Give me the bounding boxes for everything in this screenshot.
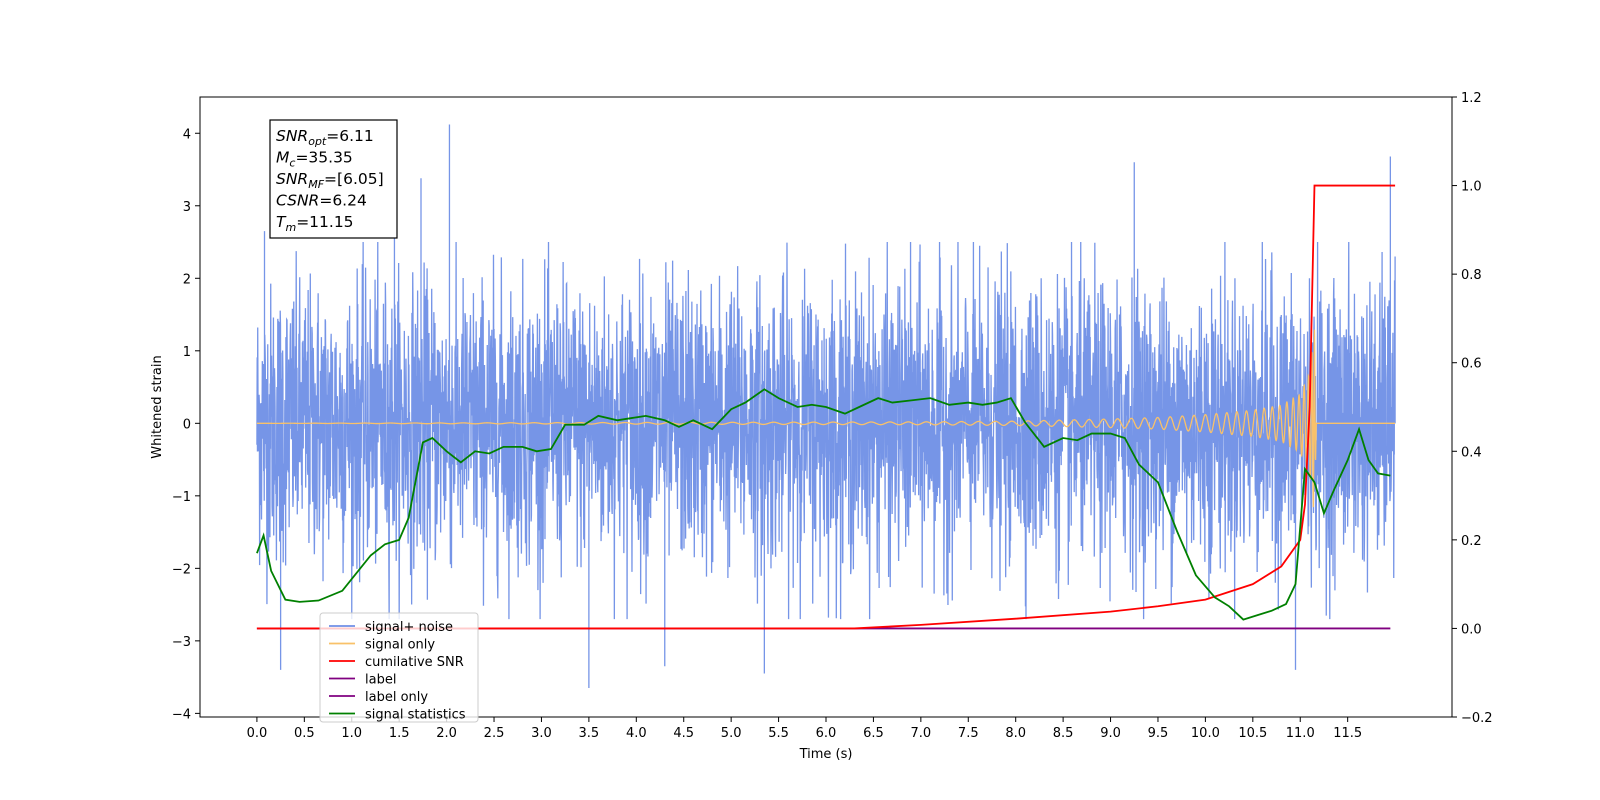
x-axis-label: Time (s) [799, 747, 853, 762]
y-left-tick-label: 2 [183, 272, 191, 287]
x-tick-label: 2.5 [484, 726, 505, 741]
x-tick-label: 1.5 [389, 726, 410, 741]
y-right-tick-label: 0.0 [1461, 622, 1482, 637]
legend-label: label only [365, 690, 428, 705]
x-tick-label: 4.0 [626, 726, 647, 741]
x-tick-label: 4.5 [673, 726, 694, 741]
x-tick-label: 0.0 [247, 726, 268, 741]
annotation-line: Tm=11.15 [276, 213, 354, 234]
annotation-line: Mc=35.35 [276, 149, 353, 170]
x-tick-label: 6.5 [863, 726, 884, 741]
signal-statistics-line [256, 388, 1391, 621]
x-tick-label: 3.0 [531, 726, 552, 741]
y-left-tick-label: −1 [172, 490, 191, 505]
legend-label: signal statistics [365, 708, 466, 723]
y-left-tick-label: −2 [172, 562, 191, 577]
y-left-tick-label: 1 [183, 345, 191, 360]
x-tick-label: 9.5 [1148, 726, 1169, 741]
y-right-tick-label: 0.8 [1461, 268, 1482, 283]
legend-label: signal+ noise [365, 620, 453, 635]
cumulative-snr-line [256, 184, 1396, 630]
y-right-tick-label: 0.2 [1461, 534, 1482, 549]
legend-frame [319, 612, 479, 723]
legend-label: cumilative SNR [365, 655, 464, 670]
y-axis-right: 1.2 1.0 0.8 0.6 0.4 0.2 0.0 −0.2 [1452, 91, 1493, 726]
y-right-tick-label: 1.2 [1461, 91, 1482, 106]
y-right-tick-label: 0.4 [1461, 445, 1482, 460]
x-axis: 0.0 0.5 1.0 1.5 2.0 2.5 3.0 3.5 4.0 4.5 5.0 5.5 6.0 6… [247, 717, 1362, 741]
series-layer [256, 124, 1396, 688]
x-tick-label: 11.0 [1286, 726, 1315, 741]
legend-label: label [365, 673, 396, 688]
x-tick-label: 8.5 [1053, 726, 1074, 741]
x-tick-label: 10.0 [1191, 726, 1220, 741]
x-tick-label: 8.0 [1005, 726, 1026, 741]
annotation-frame [269, 119, 398, 239]
annotation-line: CSNR=6.24 [276, 192, 367, 210]
x-tick-label: 5.0 [721, 726, 742, 741]
x-tick-label: 0.5 [294, 726, 315, 741]
y-right-tick-label: 1.0 [1461, 180, 1482, 195]
y-axis-label: Whitened strain [150, 355, 165, 458]
legend: signal+ noise signal only cumilative SNR la… [319, 612, 479, 723]
x-tick-label: 5.5 [768, 726, 789, 741]
legend-label: signal only [365, 638, 435, 653]
x-tick-label: 7.5 [958, 726, 979, 741]
x-tick-label: 11.5 [1333, 726, 1362, 741]
x-tick-label: 3.5 [579, 726, 600, 741]
x-tick-label: 2.0 [436, 726, 457, 741]
annotation-line: SNRMF=[6.05] [276, 170, 384, 191]
annotation-box: SNRopt=6.11Mc=35.35SNRMF=[6.05]CSNR=6.24… [269, 119, 398, 239]
y-axis-left: 4 3 2 1 0 −1 −2 −3 −4 [172, 127, 200, 722]
x-tick-label: 1.0 [341, 726, 362, 741]
y-left-tick-label: −4 [172, 707, 191, 722]
y-left-tick-label: 4 [183, 127, 191, 142]
y-left-tick-label: −3 [172, 635, 191, 650]
y-left-tick-label: 0 [183, 417, 191, 432]
signal-only-line [256, 329, 1396, 508]
y-right-tick-label: −0.2 [1461, 711, 1493, 726]
x-tick-label: 9.0 [1100, 726, 1121, 741]
x-tick-label: 6.0 [816, 726, 837, 741]
x-tick-label: 10.5 [1238, 726, 1267, 741]
y-left-tick-label: 3 [183, 200, 191, 215]
annotation-line: SNRopt=6.11 [276, 127, 374, 148]
x-tick-label: 7.0 [911, 726, 932, 741]
y-right-tick-label: 0.6 [1461, 357, 1482, 372]
